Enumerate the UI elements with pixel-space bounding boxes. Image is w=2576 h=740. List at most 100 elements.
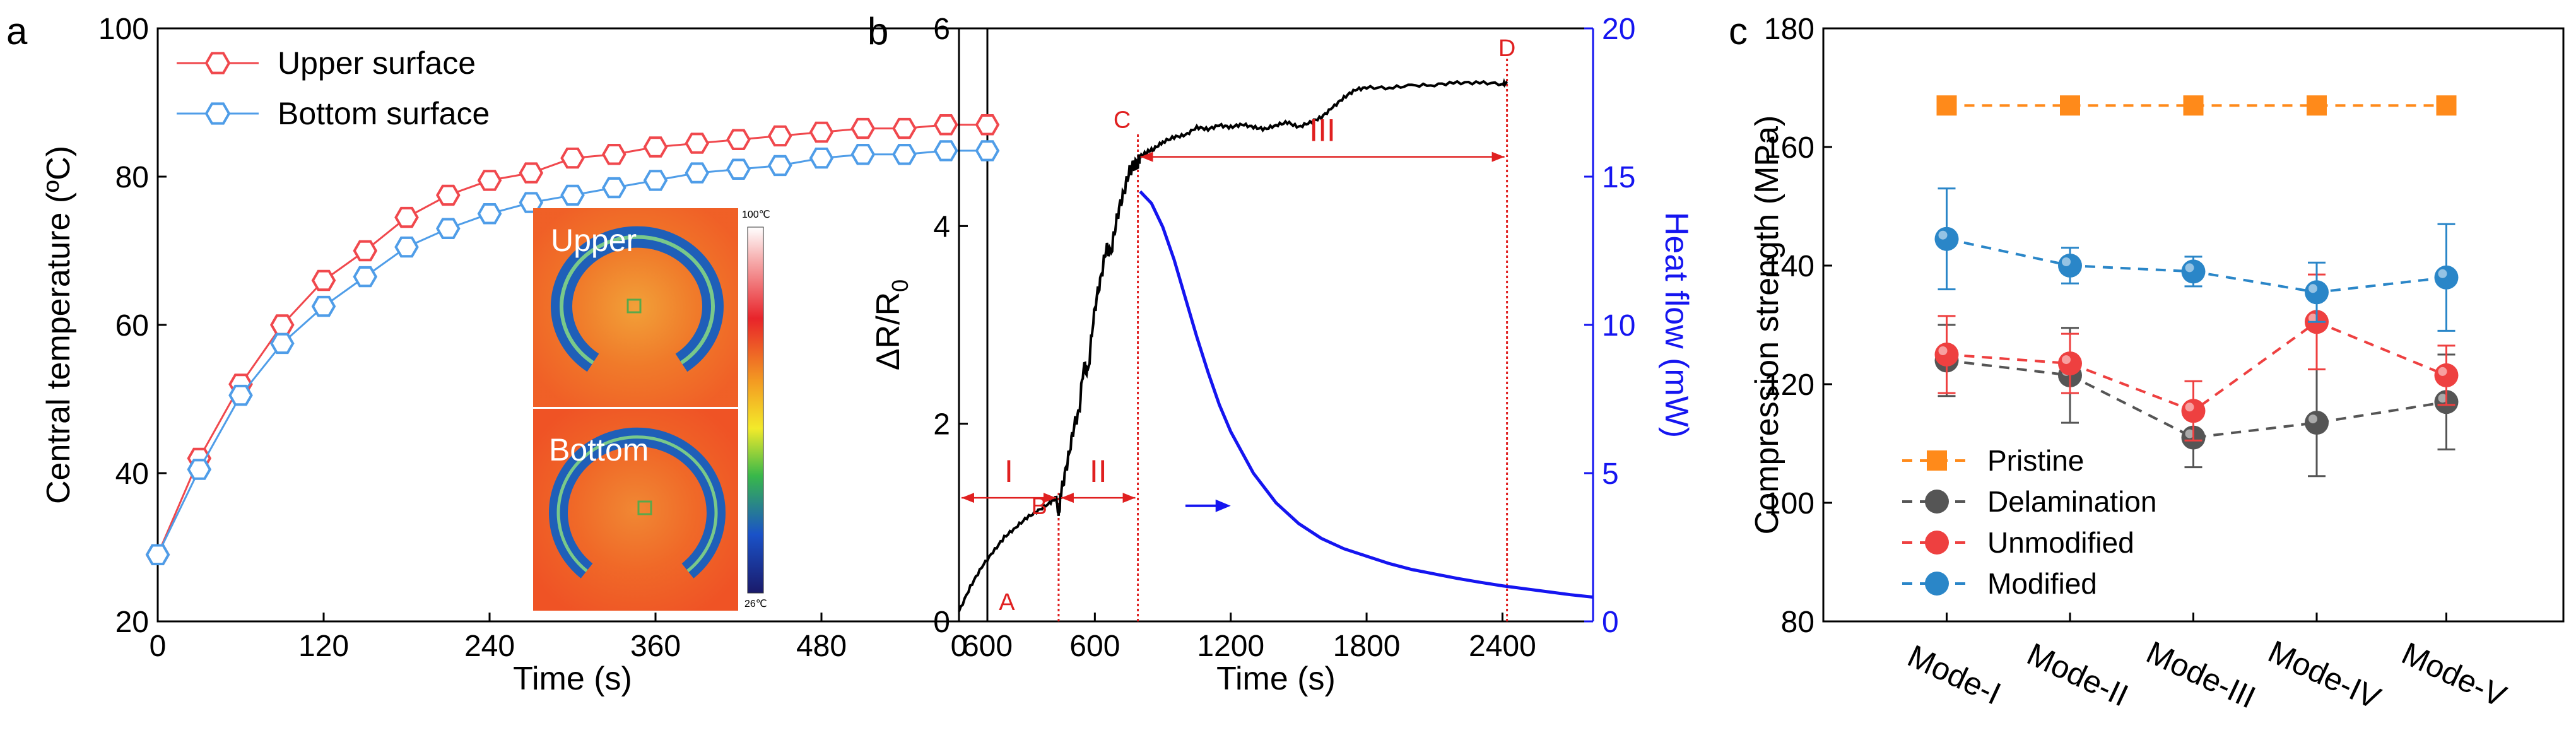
data-point-highlight [1938,230,1948,240]
data-point-upper [850,117,876,139]
point-label: B [1031,493,1047,520]
data-point-unmodified [2434,363,2459,387]
resistance-line [958,78,1509,613]
x-tick-label-a: 120 [298,630,349,663]
region-arrowhead [1043,493,1056,503]
legend-marker-a [204,102,231,125]
region-arrowhead [1140,151,1153,162]
data-point-upper [477,170,502,191]
data-point-upper [519,162,544,184]
colorbar-min-label: 26℃ [744,599,767,609]
upper-measure-box [626,298,642,314]
x-tick-label-b: 2400 [1469,630,1536,663]
data-point-modified [1934,226,1959,251]
bottom-measure-box [637,500,652,515]
y2-tick-label-b: 20 [1602,13,1635,46]
data-point-pristine [2307,95,2327,116]
series-line-delamination [1946,359,2447,439]
data-point-bottom [685,162,710,184]
data-point-upper [933,114,958,136]
x-axis-label-b: Time (s) [1216,661,1336,697]
data-point-bottom [394,236,419,258]
data-point-bottom [311,295,336,317]
y2-axis-label-b: Heat flow (mW) [1658,212,1695,438]
data-point-bottom [269,332,295,355]
y2-tick-label-b: 0 [1602,606,1619,639]
y-tick-label-b: 4 [933,210,950,244]
data-point-bottom [892,144,917,165]
region-label: I [1004,454,1013,489]
x-tick-label-c: Mode-II [2022,636,2134,713]
data-point-highlight [2062,355,2071,365]
x-tick-label-a: 480 [796,630,847,663]
region-arrowhead [1491,151,1505,162]
legend-label-a: Upper surface [278,45,476,81]
data-point-highlight [2308,314,2317,323]
y-axis-label-c: Compression strength (MPa) [1749,115,1785,535]
legend-marker-a [204,52,231,74]
region-arrowhead [962,493,974,503]
heat-flow-axis-arrowhead [1215,499,1231,512]
data-point-highlight [1938,346,1948,355]
y-axis-label-b: ΔR/R0 [870,279,913,370]
data-point-highlight [2308,284,2317,293]
data-point-bottom [228,384,253,406]
data-point-upper [726,129,751,150]
x-tick-label-c: Mode-III [2141,634,2261,715]
data-point-highlight [2185,402,2194,412]
region-arrowhead [1122,493,1136,503]
y-axis-label-main: ΔR/R [870,292,907,370]
data-point-unmodified [2058,351,2082,376]
colorbar-max-label: 100℃ [742,209,770,220]
x-tick-label-a: 360 [630,630,681,663]
data-point-bottom [643,170,668,191]
data-point-pristine [2060,95,2080,116]
y2-tick-label-b: 5 [1602,457,1619,491]
heat-flow-line [1139,190,1594,599]
y-tick-label-c: 100 [1764,487,1814,520]
region-label: II [1090,454,1107,489]
data-point-unmodified [2181,399,2206,423]
x-tick-label-a: 600 [962,630,1013,663]
point-label: D [1498,35,1515,62]
x-tick-label-c: Mode-IV [2263,633,2387,716]
data-point-pristine [1936,95,1957,116]
data-point-upper [601,144,626,165]
data-point-highlight [2308,414,2317,424]
legend-label-c: Delamination [1987,485,2156,518]
y-tick-label-c: 180 [1764,13,1814,46]
data-point-bottom [601,177,626,199]
colorbar [747,226,764,594]
data-point-upper [560,147,585,169]
y-axis-label-a: Central temperature (ºC) [40,146,77,504]
x-tick-label-b: 0 [951,630,968,663]
y2-tick-label-b: 15 [1602,161,1635,194]
data-point-modified [2434,265,2459,290]
y-tick-label-c: 160 [1764,131,1814,165]
legend-label-c: Modified [1987,567,2097,600]
y-tick-label-c: 80 [1781,606,1814,639]
data-point-upper [975,114,1000,136]
data-point-bottom [809,147,834,169]
data-point-delamination [2305,411,2329,435]
data-point-highlight [2185,429,2194,438]
data-point-bottom [933,140,958,162]
legend-marker-c [1925,490,1949,514]
y-axis-label-subscript: 0 [887,279,913,292]
data-point-pristine [2183,95,2204,116]
x-axis-label-a: Time (s) [513,661,632,697]
data-point-upper [767,125,792,147]
point-label: A [999,589,1015,616]
x-tick-label-b: 600 [1069,630,1120,663]
legend-label-c: Unmodified [1987,526,2134,559]
data-point-highlight [2185,263,2194,273]
data-point-bottom [560,184,585,206]
panel-label-c: c [1729,10,1748,52]
data-point-highlight [2438,394,2447,403]
data-point-bottom [145,544,170,565]
data-point-bottom [975,140,1000,162]
